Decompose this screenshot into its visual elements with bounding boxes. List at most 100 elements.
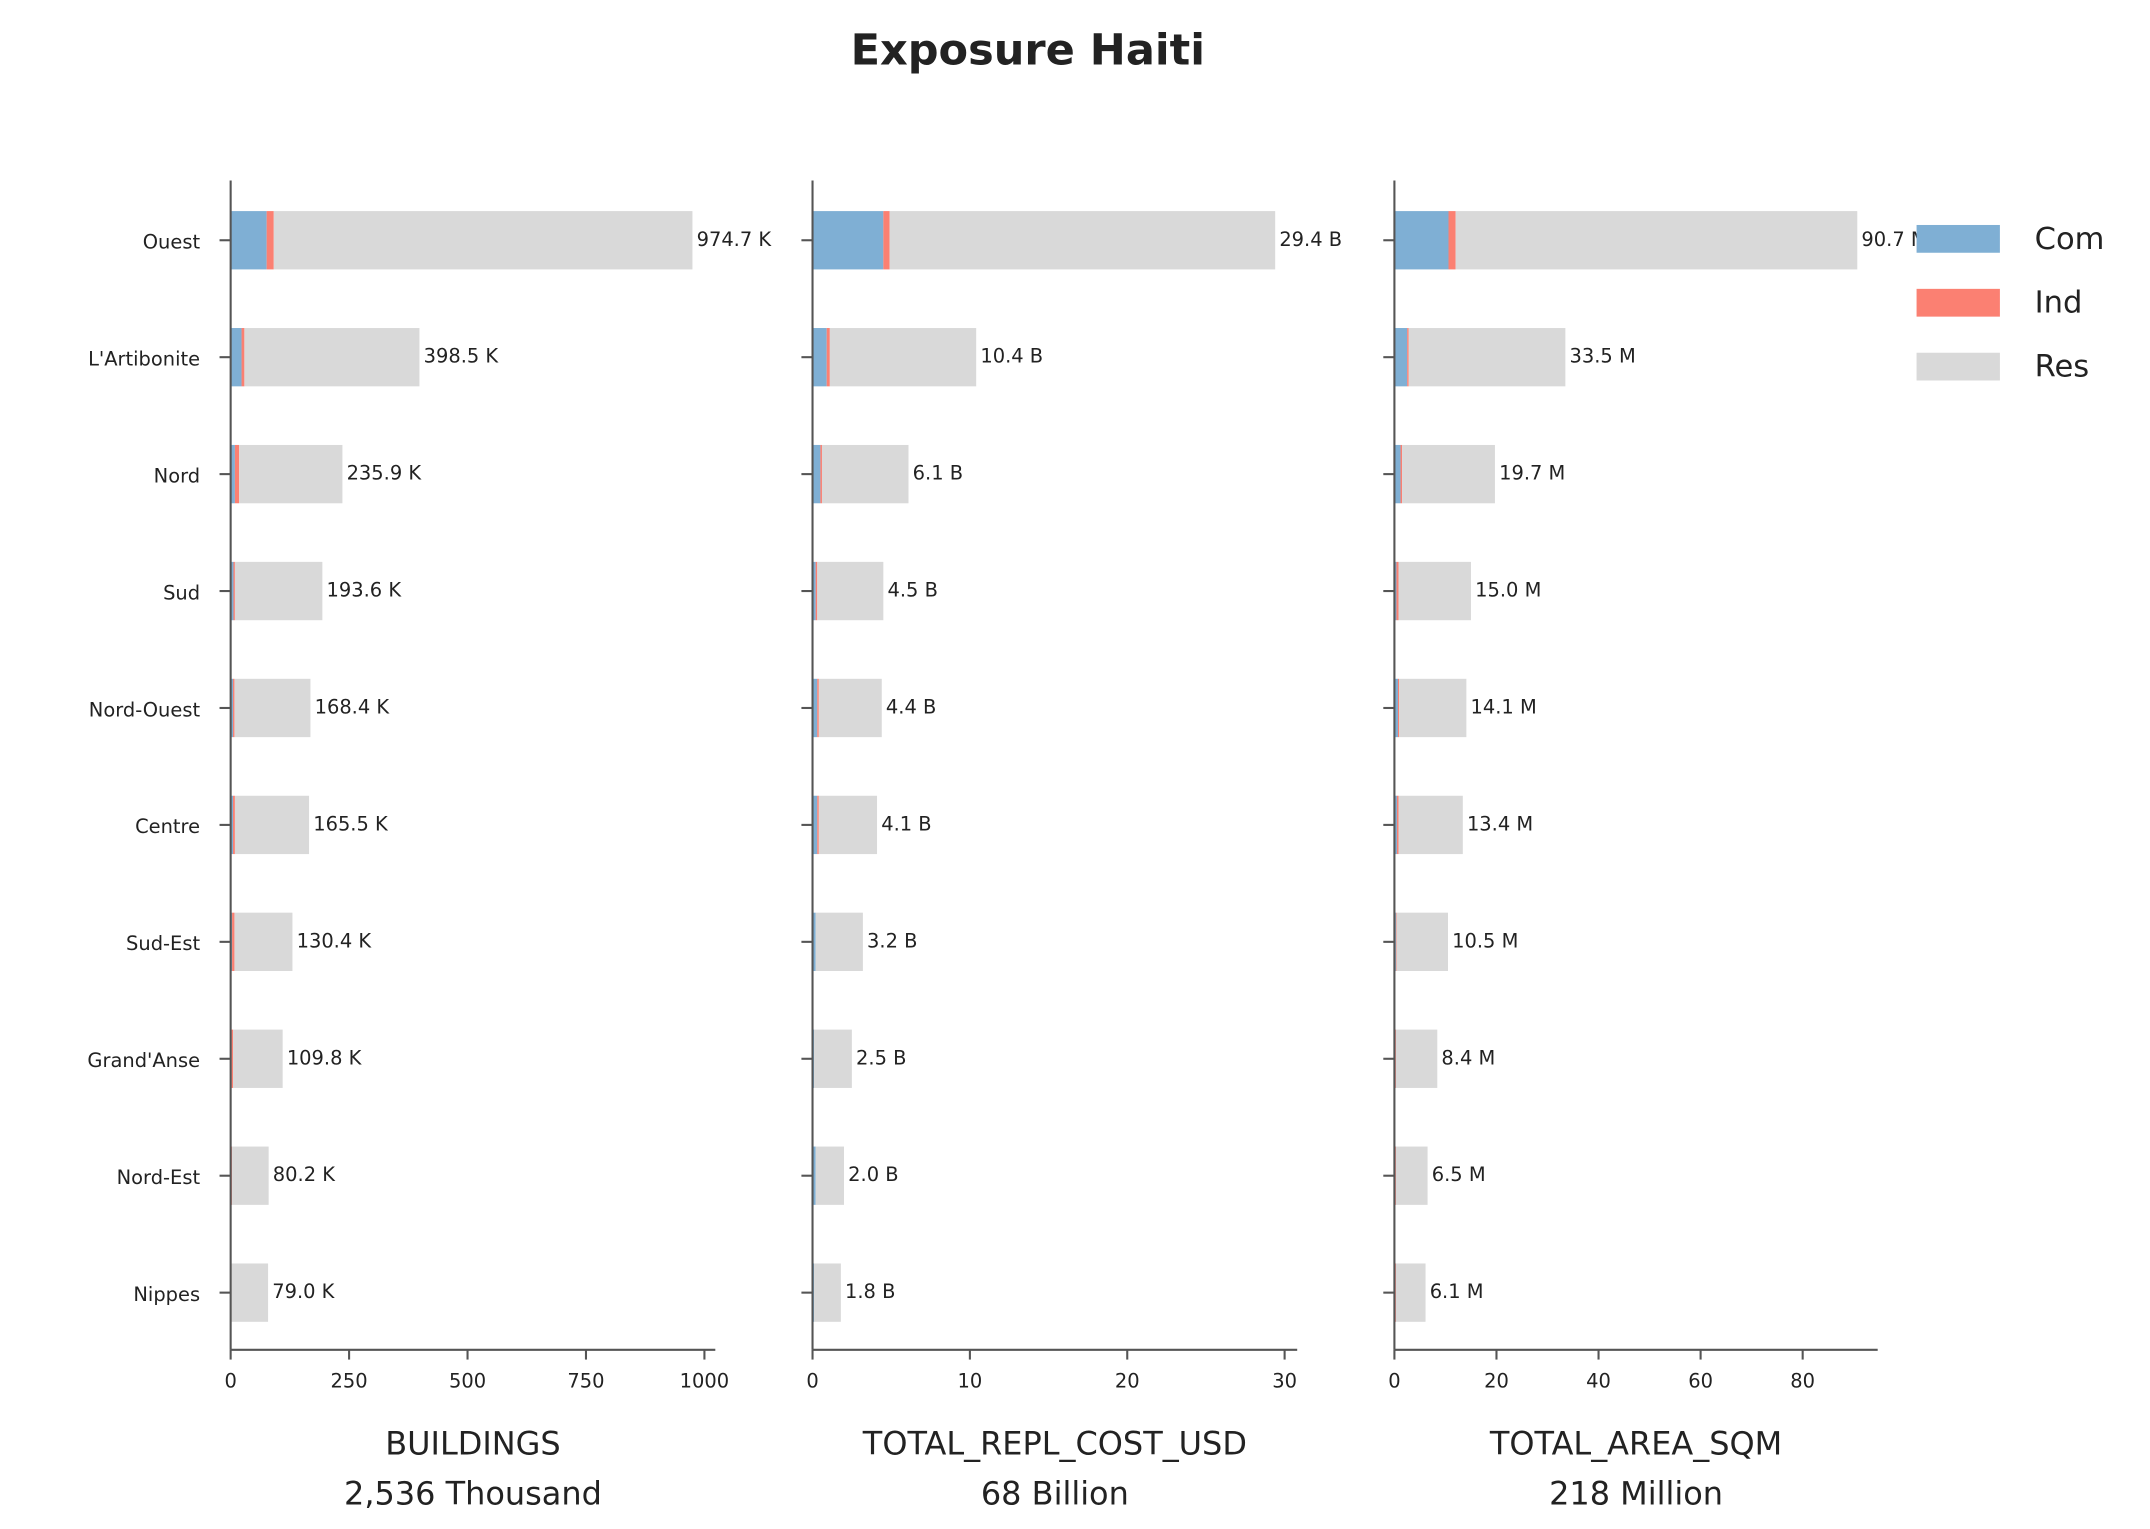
y-tick-label: L'Artibonite <box>88 347 200 370</box>
bar-segment <box>234 678 311 738</box>
value-label: 6.1 B <box>913 462 963 485</box>
value-label: 4.4 B <box>886 695 936 718</box>
value-label: 10.4 B <box>980 345 1043 368</box>
y-tick-label: Grand'Anse <box>87 1049 200 1072</box>
bar-segment <box>266 211 274 270</box>
x-tick-label: 0 <box>224 1369 236 1392</box>
bar-segment <box>234 912 293 972</box>
value-label: 80.2 K <box>273 1163 336 1186</box>
bar-segment <box>1394 211 1449 270</box>
value-label: 29.4 B <box>1279 228 1342 251</box>
x-tick-label: 20 <box>1484 1369 1509 1392</box>
y-tick-label: Nord-Est <box>117 1166 201 1189</box>
bar-segment <box>230 211 267 270</box>
y-tick-label: Nippes <box>133 1283 200 1306</box>
bar-segment <box>273 211 693 270</box>
bar-segment <box>815 561 818 621</box>
value-label: 15.0 M <box>1475 579 1541 602</box>
x-axis-label: 68 Billion <box>981 1475 1129 1513</box>
bar-segment <box>232 1146 269 1205</box>
bar-segment <box>1408 328 1566 387</box>
x-axis-label: TOTAL_REPL_COST_USD <box>862 1425 1247 1463</box>
bar-segment <box>1398 561 1471 621</box>
y-tick-label: Nord-Ouest <box>89 698 201 721</box>
value-label: 168.4 K <box>315 695 391 718</box>
bar-segment <box>234 561 323 621</box>
bar-segment <box>883 211 890 270</box>
x-tick-label: 500 <box>449 1369 486 1392</box>
bar-segment <box>829 328 977 387</box>
x-axis-label: TOTAL_AREA_SQM <box>1489 1425 1782 1463</box>
x-tick-label: 80 <box>1790 1369 1815 1392</box>
bar-segment <box>1395 1146 1428 1205</box>
bar-segment <box>230 795 234 855</box>
bar-segment <box>233 795 235 855</box>
bar-segment <box>1397 678 1400 738</box>
bar-segment <box>1407 328 1409 387</box>
bar-segment <box>820 444 822 504</box>
bar-segment <box>1395 1029 1438 1088</box>
value-label: 90.7 M <box>1861 228 1927 251</box>
value-label: 193.6 K <box>327 579 403 602</box>
x-tick-label: 0 <box>806 1369 818 1392</box>
x-tick-label: 1000 <box>680 1369 729 1392</box>
y-tick-label: Sud <box>163 581 200 604</box>
bar-segment <box>230 561 234 621</box>
bar-segment <box>1395 912 1397 972</box>
bar-segment <box>812 795 818 855</box>
value-label: 235.9 K <box>347 462 423 485</box>
bar-segment <box>1395 1263 1426 1322</box>
bar-segment <box>1395 1029 1396 1088</box>
x-tick-label: 20 <box>1115 1369 1140 1392</box>
x-tick-label: 0 <box>1388 1369 1400 1392</box>
value-label: 1.8 B <box>845 1280 895 1303</box>
x-tick-label: 10 <box>958 1369 983 1392</box>
value-label: 6.1 M <box>1430 1280 1484 1303</box>
legend-swatch <box>1916 224 2000 253</box>
bar-segment <box>231 1029 234 1088</box>
legend-label: Ind <box>2035 286 2083 321</box>
bar-segment <box>233 561 235 621</box>
bar-segment <box>1402 444 1495 504</box>
x-tick-label: 750 <box>567 1369 604 1392</box>
value-label: 2.0 B <box>848 1163 898 1186</box>
value-label: 130.4 K <box>297 929 373 952</box>
bar-segment <box>233 1029 283 1088</box>
bar-segment <box>1395 1263 1396 1322</box>
bar-segment <box>1394 795 1397 855</box>
chart-title: Exposure Haiti <box>851 25 1205 75</box>
value-label: 10.5 M <box>1452 929 1518 952</box>
legend-label: Res <box>2035 350 2090 385</box>
bar-segment <box>230 444 235 504</box>
value-label: 109.8 K <box>287 1046 363 1069</box>
value-label: 8.4 M <box>1441 1046 1495 1069</box>
x-axis-label: BUILDINGS <box>385 1425 560 1463</box>
y-tick-label: Sud-Est <box>126 932 200 955</box>
bar-segment <box>815 1146 845 1205</box>
legend-swatch <box>1916 288 2000 317</box>
value-label: 3.2 B <box>867 929 917 952</box>
bar-segment <box>231 1263 269 1322</box>
bar-segment <box>814 1029 852 1088</box>
bar-segment <box>1448 211 1456 270</box>
x-tick-label: 60 <box>1688 1369 1713 1392</box>
bar-segment <box>1394 444 1401 504</box>
legend-swatch <box>1916 352 2000 381</box>
bar-segment <box>812 211 884 270</box>
bar-segment <box>814 1263 841 1322</box>
value-label: 13.4 M <box>1467 812 1533 835</box>
bar-segment <box>812 912 816 972</box>
x-tick-label: 250 <box>331 1369 368 1392</box>
value-label: 974.7 K <box>697 228 773 251</box>
bar-segment <box>241 328 245 387</box>
x-tick-label: 30 <box>1272 1369 1297 1392</box>
bar-segment <box>812 444 821 504</box>
value-label: 19.7 M <box>1499 462 1565 485</box>
legend-label: Com <box>2035 222 2105 257</box>
y-tick-label: Nord <box>154 464 200 487</box>
bar-segment <box>1396 561 1399 621</box>
bar-segment <box>818 678 882 738</box>
bar-segment <box>821 444 909 504</box>
bar-segment <box>1396 795 1399 855</box>
